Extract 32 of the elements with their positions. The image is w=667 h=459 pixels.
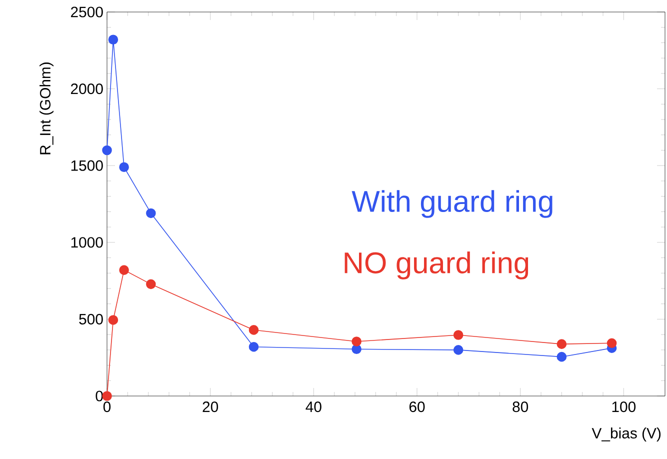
point bbox=[453, 330, 464, 340]
point bbox=[108, 315, 118, 325]
y-tick-label: 1000 bbox=[71, 237, 103, 248]
y-tick-label: 500 bbox=[79, 314, 103, 324]
x-tick-label: 60 bbox=[409, 402, 425, 412]
x-tick-label: 0 bbox=[103, 402, 111, 412]
point bbox=[108, 34, 118, 45]
point bbox=[453, 345, 464, 355]
point bbox=[606, 338, 617, 348]
point bbox=[146, 208, 156, 218]
point bbox=[102, 391, 112, 401]
point bbox=[556, 339, 567, 349]
point bbox=[352, 336, 362, 346]
point bbox=[248, 325, 259, 335]
point bbox=[119, 265, 129, 275]
x-tick-label: 40 bbox=[306, 402, 322, 412]
point bbox=[248, 342, 259, 352]
x-axis-title: V_bias (V) bbox=[592, 428, 661, 442]
y-axis-title: R_Int (GOhm) bbox=[40, 62, 54, 154]
x-tick-label: 80 bbox=[512, 402, 528, 412]
y-tick-label: 2500 bbox=[70, 6, 103, 18]
series-label: NO guard ring bbox=[344, 252, 528, 280]
y-tick-label: 2000 bbox=[70, 84, 103, 94]
point bbox=[146, 279, 156, 290]
text: With guard ring bbox=[352, 190, 552, 218]
point bbox=[119, 162, 129, 172]
y-tick-label: 1500 bbox=[71, 160, 103, 171]
point bbox=[102, 145, 112, 156]
point bbox=[556, 352, 567, 362]
y-tick-label: 0 bbox=[96, 390, 103, 402]
x-tick-label: 20 bbox=[202, 402, 218, 412]
x-tick-label: 100 bbox=[612, 402, 636, 412]
